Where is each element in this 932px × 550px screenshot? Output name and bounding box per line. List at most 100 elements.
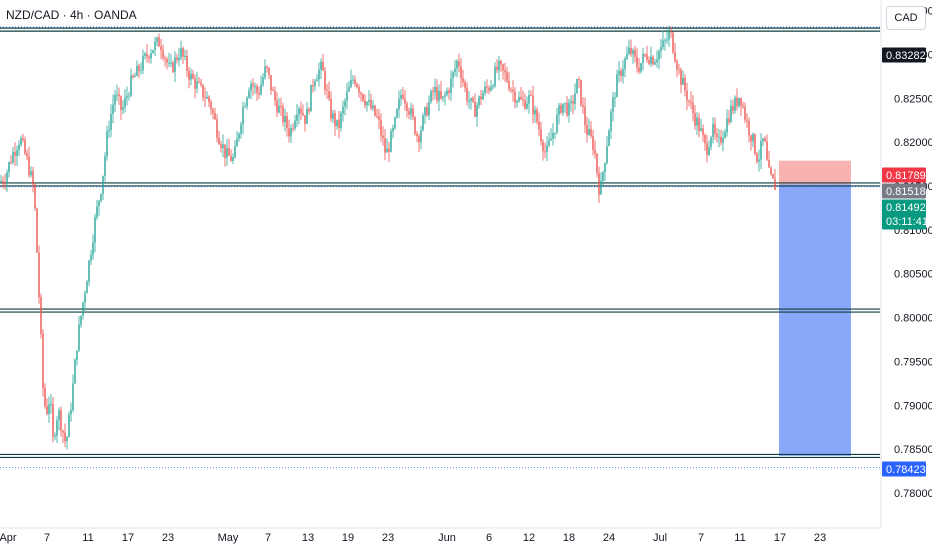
candle-body xyxy=(132,75,134,78)
y-tick-label: 0.78000 xyxy=(894,488,932,500)
candle-body xyxy=(88,260,90,282)
candle-body xyxy=(80,315,82,325)
candle-body xyxy=(12,152,14,163)
candle-body xyxy=(594,149,596,154)
candle-body xyxy=(578,79,580,81)
candle-body xyxy=(322,61,324,71)
candle-body xyxy=(762,138,764,142)
candle-body xyxy=(228,148,230,156)
candle-body xyxy=(572,101,574,104)
candle-body xyxy=(212,109,214,114)
candle-body xyxy=(332,113,334,119)
candle-body xyxy=(240,124,242,134)
candle-body xyxy=(562,103,564,113)
candle-body xyxy=(498,60,500,71)
candle-body xyxy=(300,108,302,114)
candle-body xyxy=(48,404,50,414)
candle-body xyxy=(214,113,216,120)
candle-body xyxy=(218,137,220,144)
candle-body xyxy=(14,152,16,156)
candle-body xyxy=(270,75,272,91)
x-tick-label: 17 xyxy=(122,532,134,544)
candle-body xyxy=(182,48,184,57)
candle-body xyxy=(596,153,598,173)
currency-selector[interactable]: CAD xyxy=(886,6,926,30)
candle-body xyxy=(262,77,264,85)
candle-body xyxy=(682,77,684,85)
candle-body xyxy=(244,106,246,108)
candle-body xyxy=(8,162,10,173)
candle-body xyxy=(694,113,696,126)
candle-body xyxy=(576,79,578,94)
candle-body xyxy=(528,95,530,104)
candle-body xyxy=(278,106,280,113)
candle-body xyxy=(614,97,616,99)
candle-body xyxy=(236,138,238,147)
candle-body xyxy=(120,96,122,110)
price-label-bg xyxy=(882,199,926,230)
candle-body xyxy=(334,113,336,127)
candle-body xyxy=(612,97,614,112)
candle-body xyxy=(320,61,322,70)
candle-body xyxy=(86,281,88,294)
candle-body xyxy=(534,109,536,115)
candle-body xyxy=(604,162,606,173)
candle-body xyxy=(676,61,678,70)
candle-body xyxy=(496,66,498,71)
candle-body xyxy=(758,159,760,162)
candle-body xyxy=(722,138,724,143)
candle-body xyxy=(92,242,94,255)
candle-body xyxy=(390,131,392,152)
candle-body xyxy=(292,128,294,130)
x-tick-label: 7 xyxy=(44,532,50,544)
candle-body xyxy=(94,217,96,243)
candle-body xyxy=(90,254,92,261)
candle-body xyxy=(58,410,60,421)
candle-body xyxy=(336,119,338,127)
candle-body xyxy=(302,113,304,116)
candle-body xyxy=(20,138,22,145)
candle-body xyxy=(146,53,148,57)
candle-body xyxy=(122,107,124,110)
candle-body xyxy=(344,101,346,107)
candle-body xyxy=(44,387,46,407)
candle-body xyxy=(698,117,700,131)
candle-body xyxy=(274,90,276,101)
candle-body xyxy=(428,101,430,116)
x-tick-label: Jul xyxy=(653,532,667,544)
candles-group xyxy=(0,25,776,450)
candle-body xyxy=(30,171,32,176)
candle-body xyxy=(96,206,98,218)
candle-body xyxy=(354,79,356,85)
candle-body xyxy=(360,92,362,95)
candle-body xyxy=(242,107,244,125)
candle-body xyxy=(488,87,490,91)
candle-body xyxy=(412,108,414,118)
x-tick-label: 19 xyxy=(342,532,354,544)
candle-body xyxy=(550,138,552,141)
candle-body xyxy=(394,117,396,128)
candle-body xyxy=(166,59,168,63)
candle-body xyxy=(102,175,104,194)
candle-body xyxy=(10,162,12,164)
candle-body xyxy=(700,128,702,131)
candle-body xyxy=(718,136,720,138)
candle-body xyxy=(384,138,386,153)
x-tick-label: 17 xyxy=(774,532,786,544)
candle-body xyxy=(490,86,492,91)
candle-body xyxy=(410,108,412,115)
candle-body xyxy=(184,55,186,57)
candle-body xyxy=(112,104,114,114)
candle-body xyxy=(356,84,358,87)
candle-body xyxy=(602,172,604,181)
candle-body xyxy=(160,46,162,51)
candle-body xyxy=(404,98,406,104)
x-tick-label: 24 xyxy=(603,532,615,544)
candle-body xyxy=(406,103,408,112)
candle-body xyxy=(568,102,570,116)
candle-body xyxy=(470,98,472,101)
candle-body xyxy=(766,141,768,160)
stop-loss-zone xyxy=(779,160,851,185)
candle-body xyxy=(522,99,524,101)
